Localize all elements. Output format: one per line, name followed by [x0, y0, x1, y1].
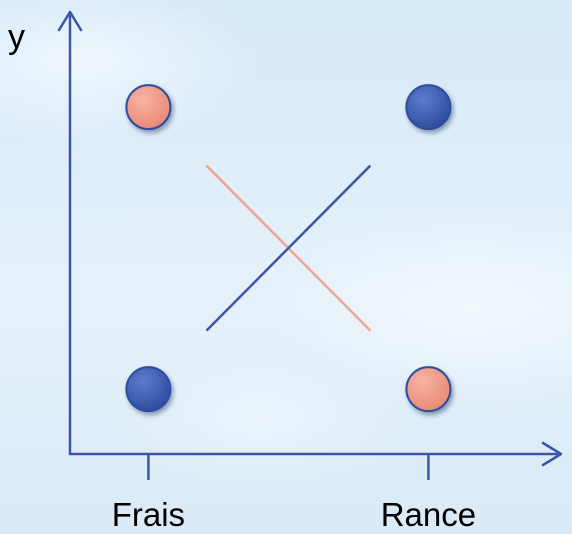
x-tick-label-frais: Frais	[112, 496, 185, 533]
series-2-line	[205, 165, 371, 332]
series-2-point-frais	[125, 366, 172, 413]
series-2-point-rance	[405, 84, 452, 131]
y-axis-arrowhead	[57, 10, 83, 32]
x-axis-arrowhead	[541, 441, 563, 467]
x-ticks: Frais Rance	[112, 454, 476, 533]
axes	[57, 10, 563, 467]
x-tick-label-rance: Rance	[381, 496, 476, 533]
series-lines	[205, 165, 371, 332]
y-axis-label: y	[8, 18, 25, 56]
series-1-point-rance	[405, 366, 452, 413]
series-points	[125, 84, 452, 413]
series-1-point-frais	[125, 84, 172, 131]
